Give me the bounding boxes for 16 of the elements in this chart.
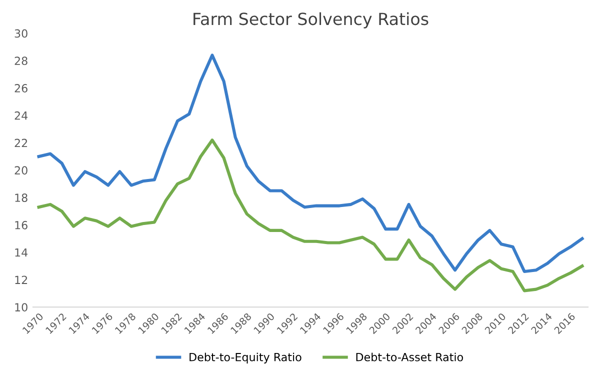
line-series xyxy=(37,54,584,274)
y-tick-label: 28 xyxy=(14,56,28,66)
legend-label: Debt-to-Asset Ratio xyxy=(356,352,463,362)
y-tick-label: 12 xyxy=(15,276,28,284)
y-tick-label: 24 xyxy=(14,111,28,120)
y-tick-label: 26 xyxy=(14,84,28,92)
y-tick-label: 10 xyxy=(15,303,28,312)
y-tick-label: 20 xyxy=(14,166,28,175)
y-tick-label: 18 xyxy=(15,194,28,202)
y-tick-label: 22 xyxy=(14,138,28,148)
y-tick-label: 30 xyxy=(14,29,28,38)
legend-label: Debt-to-Equity Ratio xyxy=(190,352,302,364)
y-tick-label: 14 xyxy=(15,248,28,257)
chart-title: Farm Sector Solvency Ratios xyxy=(194,12,428,28)
line-series xyxy=(37,138,584,292)
y-tick-label: 16 xyxy=(15,220,28,230)
